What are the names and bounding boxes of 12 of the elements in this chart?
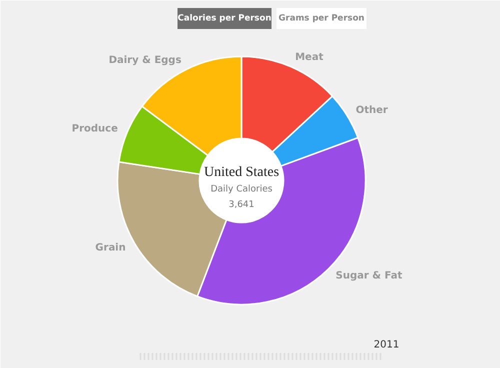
slice-label: Grain xyxy=(95,242,126,254)
text: United States xyxy=(204,165,280,180)
text: 2011 xyxy=(374,340,400,350)
slice-label: Dairy & Eggs xyxy=(108,55,182,66)
text: Calories per Person xyxy=(178,14,272,24)
slice-label: Sugar & Fat xyxy=(336,270,402,282)
slice-label: Meat xyxy=(295,52,324,64)
text: 3,641 xyxy=(228,200,254,210)
text: Grams per Person xyxy=(278,14,364,24)
slice-label: Other xyxy=(356,104,388,116)
text: Daily Calories xyxy=(210,184,273,194)
slice-label: Produce xyxy=(72,123,118,134)
